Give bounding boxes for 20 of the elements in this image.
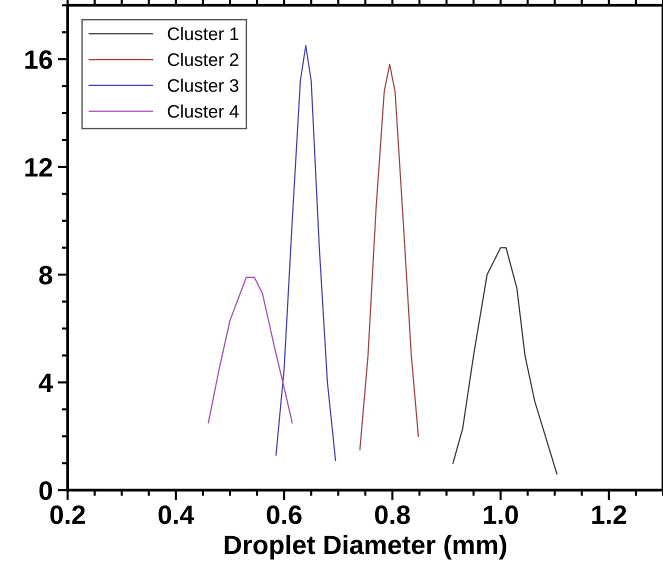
legend-label: Cluster 3: [168, 78, 238, 92]
y-tick-label: 12: [25, 158, 52, 176]
y-tick-label: 4: [38, 374, 53, 392]
legend-label: Cluster 4: [168, 104, 239, 118]
legend-label: Cluster 1: [168, 26, 238, 40]
y-tick-label: 16: [25, 50, 52, 69]
x-tick-label: 0.2: [50, 505, 85, 524]
line-series: [452, 247, 558, 475]
y-tick-label: 8: [39, 266, 52, 284]
y-tick-label: 0: [39, 481, 52, 500]
line-series: [359, 64, 419, 450]
line-series: [275, 45, 336, 462]
x-tick-label: 0.6: [266, 505, 302, 524]
x-tick-label: 0.4: [158, 505, 194, 524]
legend-label: Cluster 2: [168, 52, 238, 66]
x-tick-label: 1.2: [592, 505, 626, 524]
x-tick-label: 0.8: [375, 505, 410, 524]
x-tick-label: 1.0: [484, 505, 518, 524]
line-series: [208, 276, 293, 424]
x-axis-title: Droplet Diameter (mm): [224, 534, 506, 560]
